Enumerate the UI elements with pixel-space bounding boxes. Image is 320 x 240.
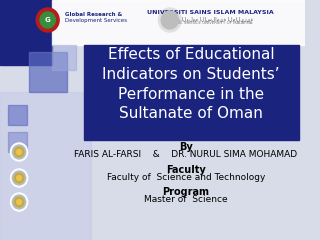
Circle shape (11, 193, 28, 211)
Text: ISLAMIC SCIENCE UNIVERSITY OF MALAYSIA: ISLAMIC SCIENCE UNIVERSITY OF MALAYSIA (167, 21, 252, 25)
Text: Faculty of  Science and Technology: Faculty of Science and Technology (107, 173, 265, 182)
Circle shape (40, 12, 55, 28)
Bar (84, 45, 299, 140)
Circle shape (12, 171, 26, 185)
Bar (0, 92, 91, 240)
Text: By: By (179, 142, 193, 152)
Bar (52, 45, 76, 70)
Circle shape (17, 150, 21, 155)
Circle shape (17, 199, 21, 204)
Circle shape (36, 8, 59, 32)
Bar (0, 0, 52, 65)
Bar (28, 52, 67, 92)
Circle shape (158, 8, 181, 32)
Circle shape (14, 197, 24, 207)
Text: Development Services: Development Services (65, 18, 127, 23)
Circle shape (14, 147, 24, 157)
Bar (8, 105, 27, 125)
Bar (52, 0, 305, 45)
Text: جامعة العلوم الإسلامية الماليزية: جامعة العلوم الإسلامية الماليزية (167, 16, 253, 22)
Text: UNIVERSITI SAINS ISLAM MALAYSIA: UNIVERSITI SAINS ISLAM MALAYSIA (147, 10, 273, 15)
Circle shape (12, 145, 26, 159)
Circle shape (17, 175, 21, 180)
Text: Global Research &: Global Research & (65, 12, 122, 17)
Text: Faculty: Faculty (166, 165, 206, 175)
Text: Effects of Educational
Indicators on Students’
Performance in the
Sultanate of O: Effects of Educational Indicators on Stu… (102, 47, 280, 121)
Circle shape (161, 11, 179, 29)
Text: FARIS AL-FARSI    &    DR. NURUL SIMA MOHAMAD: FARIS AL-FARSI & DR. NURUL SIMA MOHAMAD (75, 150, 298, 159)
Text: Program: Program (163, 187, 210, 197)
Circle shape (14, 173, 24, 183)
Text: G: G (45, 17, 51, 23)
Circle shape (11, 169, 28, 187)
Circle shape (11, 143, 28, 161)
Circle shape (12, 195, 26, 209)
Bar (8, 132, 27, 152)
Text: Master of  Science: Master of Science (144, 195, 228, 204)
